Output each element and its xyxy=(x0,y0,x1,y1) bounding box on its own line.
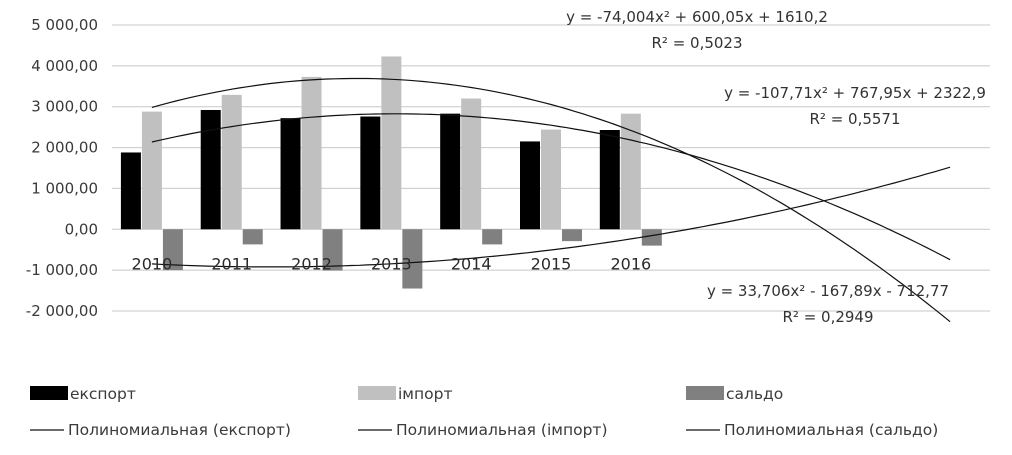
x-tick-label: 2011 xyxy=(211,254,252,273)
legend-label: імпорт xyxy=(398,385,453,403)
bar-layer xyxy=(120,56,662,289)
legend-swatch-імпорт xyxy=(358,386,396,400)
trendline-equation: y = -74,004x² + 600,05x + 1610,2 xyxy=(566,8,828,26)
legend-trendline-label: Полиномиальная (експорт) xyxy=(68,421,291,439)
bar-експорт-2016 xyxy=(599,130,620,230)
y-tick-label: 0,00 xyxy=(65,220,98,238)
legend-label: експорт xyxy=(70,385,136,403)
y-tick-label: -2 000,00 xyxy=(26,302,98,320)
legend-trendline-label: Полиномиальная (сальдо) xyxy=(724,421,938,439)
legend-label: сальдо xyxy=(726,385,783,403)
trendline-r2: R² = 0,5023 xyxy=(651,34,742,52)
bar-сальдо-2013 xyxy=(402,229,423,289)
legend-swatch-експорт xyxy=(30,386,68,400)
legend-trendline-label: Полиномиальная (імпорт) xyxy=(396,421,608,439)
bar-імпорт-2016 xyxy=(620,113,641,230)
bar-імпорт-2010 xyxy=(141,111,162,230)
trendline-імпорт xyxy=(151,77,951,323)
bar-імпорт-2013 xyxy=(381,56,402,230)
trendline-r2: R² = 0,5571 xyxy=(809,110,900,128)
y-tick-label: 1 000,00 xyxy=(31,179,98,197)
bar-сальдо-2010 xyxy=(162,229,183,271)
x-tick-label: 2010 xyxy=(132,254,173,273)
x-tick-label: 2013 xyxy=(371,254,412,273)
bar-сальдо-2016 xyxy=(641,229,662,246)
y-tick-label: 5 000,00 xyxy=(31,16,98,34)
trendline-сальдо xyxy=(151,166,951,268)
trendline-equation: y = -107,71x² + 767,95x + 2322,9 xyxy=(724,84,986,102)
bar-сальдо-2014 xyxy=(482,229,503,245)
bar-експорт-2012 xyxy=(280,118,301,230)
trendline-equation: y = 33,706x² - 167,89x - 712,77 xyxy=(707,282,949,300)
bar-експорт-2015 xyxy=(520,141,540,230)
bar-сальдо-2015 xyxy=(562,229,582,242)
x-axis-tick-labels: 2010 2011 2012 2013 2014 2015 2016 xyxy=(132,254,652,273)
trendline-equation-layer: y = -74,004x² + 600,05x + 1610,2 R² = 0,5… xyxy=(566,8,986,326)
y-tick-label: 2 000,00 xyxy=(31,139,98,157)
trendline-r2: R² = 0,2949 xyxy=(782,308,873,326)
bar-імпорт-2015 xyxy=(541,129,561,230)
trendline-layer xyxy=(151,77,951,323)
bar-експорт-2010 xyxy=(120,152,141,230)
bar-сальдо-2011 xyxy=(242,229,263,245)
x-tick-label: 2014 xyxy=(451,254,492,273)
x-tick-label: 2016 xyxy=(610,254,651,273)
bar-сальдо-2012 xyxy=(322,229,343,271)
bar-імпорт-2012 xyxy=(301,76,322,230)
y-axis-tick-labels: 5 000,00 4 000,00 3 000,00 2 000,00 1 000,00… xyxy=(26,16,98,320)
x-tick-label: 2015 xyxy=(531,254,572,273)
bar-експорт-2011 xyxy=(200,109,221,230)
y-tick-label: 4 000,00 xyxy=(31,57,98,75)
bar-імпорт-2014 xyxy=(461,98,482,230)
legend: експорт імпорт сальдо Полиномиальная (експо… xyxy=(30,385,938,439)
x-tick-label: 2012 xyxy=(291,254,332,273)
bar-експорт-2013 xyxy=(360,116,381,230)
bar-експорт-2014 xyxy=(440,113,461,230)
trendline-експорт xyxy=(151,113,951,261)
bar-імпорт-2011 xyxy=(221,94,242,230)
y-tick-label: 3 000,00 xyxy=(31,98,98,116)
legend-swatch-сальдо xyxy=(686,386,724,400)
y-tick-label: -1 000,00 xyxy=(26,261,98,279)
